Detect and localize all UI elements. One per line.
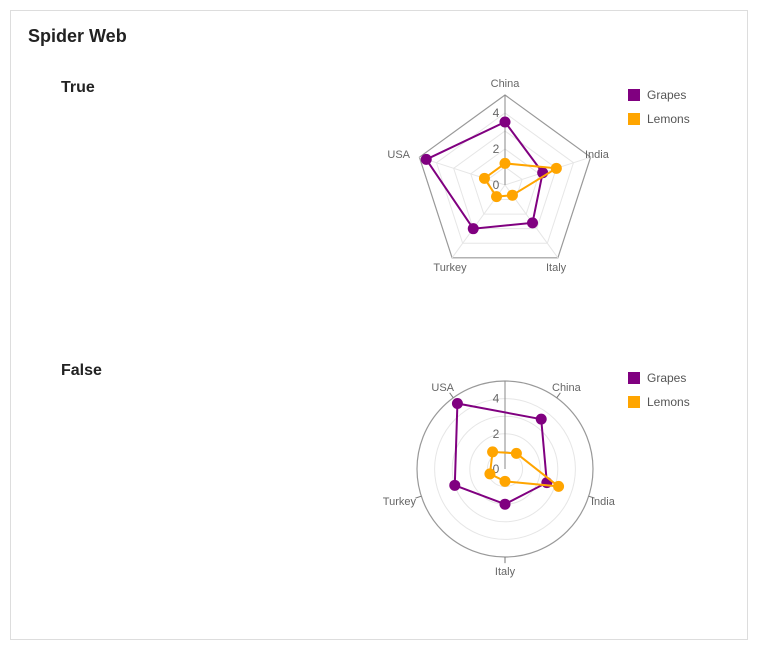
data-point-0-lemons-0 bbox=[499, 157, 511, 169]
spoke-tick-1-0 bbox=[556, 392, 561, 399]
radial-tick-label-0-2: 4 bbox=[493, 106, 500, 120]
data-point-0-grapes-0 bbox=[499, 116, 511, 128]
category-label-1-1: India bbox=[591, 496, 616, 508]
radial-tick-label-1-0: 0 bbox=[493, 462, 500, 476]
chart-label-false: False bbox=[61, 362, 102, 379]
category-label-0-1: India bbox=[585, 149, 610, 161]
data-point-0-grapes-4 bbox=[420, 153, 432, 165]
data-point-1-lemons-1 bbox=[553, 480, 565, 492]
radial-tick-label-1-2: 4 bbox=[493, 392, 500, 406]
category-label-1-0: China bbox=[552, 382, 582, 394]
grid-ring-0-1 bbox=[470, 148, 540, 215]
data-point-0-lemons-1 bbox=[550, 162, 562, 174]
legend-label-1-grapes: Grapes bbox=[647, 371, 686, 385]
legend-swatch-1-grapes bbox=[628, 372, 640, 384]
data-point-1-lemons-2 bbox=[499, 475, 511, 487]
radial-tick-label-0-1: 2 bbox=[493, 142, 500, 156]
data-point-1-grapes-0 bbox=[535, 413, 547, 425]
data-point-0-grapes-3 bbox=[467, 223, 479, 235]
spoke-tick-1-4 bbox=[449, 392, 454, 399]
data-point-1-grapes-2 bbox=[499, 498, 511, 510]
data-point-1-lemons-3 bbox=[484, 468, 496, 480]
radial-tick-label-0-0: 0 bbox=[493, 178, 500, 192]
spider-web-card: Spider Web True False bbox=[10, 10, 748, 640]
legend-label-0-grapes: Grapes bbox=[647, 88, 686, 102]
category-label-1-4: USA bbox=[431, 382, 454, 394]
spoke-tick-1-1 bbox=[588, 495, 595, 499]
legend-label-0-lemons: Lemons bbox=[647, 112, 690, 126]
data-point-1-lemons-4 bbox=[487, 446, 499, 458]
grid-ring-0-0 bbox=[487, 166, 523, 201]
legend-swatch-1-lemons bbox=[628, 396, 640, 408]
spoke-0-4 bbox=[419, 156, 506, 186]
series-line-1-grapes bbox=[453, 402, 548, 506]
spoke-tick-1-3 bbox=[415, 495, 422, 499]
category-label-0-4: USA bbox=[387, 149, 410, 161]
radial-tick-label-1-1: 2 bbox=[493, 427, 500, 441]
chart-label-true: True bbox=[61, 79, 95, 96]
grid-ring-0-4 bbox=[418, 94, 592, 259]
data-point-1-lemons-0 bbox=[510, 447, 522, 459]
category-label-0-0: China bbox=[491, 78, 521, 90]
grid-ring-0-2 bbox=[453, 130, 557, 230]
data-point-0-lemons-4 bbox=[478, 172, 490, 184]
data-point-1-grapes-4 bbox=[451, 398, 463, 410]
data-point-0-lemons-3 bbox=[491, 191, 503, 203]
data-point-0-grapes-2 bbox=[527, 217, 539, 229]
legend-swatch-0-grapes bbox=[628, 89, 640, 101]
category-label-1-3: Turkey bbox=[383, 496, 417, 508]
data-point-1-grapes-3 bbox=[449, 479, 461, 491]
card-title: Spider Web bbox=[28, 26, 127, 46]
legend-swatch-0-lemons bbox=[628, 113, 640, 125]
series-line-0-grapes bbox=[424, 120, 544, 230]
legend-label-1-lemons: Lemons bbox=[647, 395, 690, 409]
category-label-0-2: Italy bbox=[546, 262, 567, 274]
category-label-0-3: Turkey bbox=[433, 262, 467, 274]
data-point-0-lemons-2 bbox=[506, 189, 518, 201]
category-label-1-2: Italy bbox=[495, 566, 516, 578]
grid-ring-0-3 bbox=[435, 112, 575, 244]
